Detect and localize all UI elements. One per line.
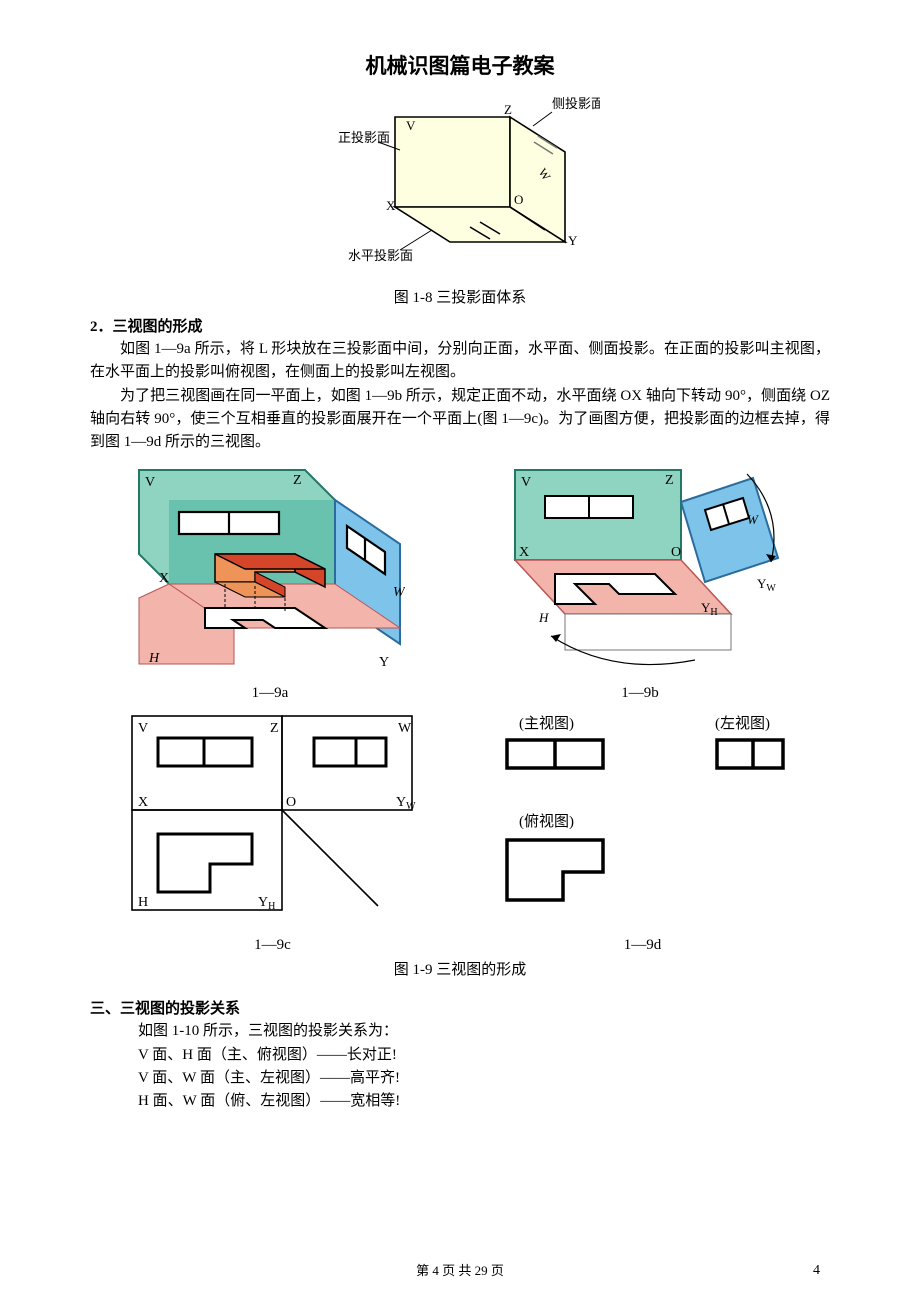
relation-1: V 面、H 面（主、俯视图）——长对正! (138, 1044, 830, 1067)
relation-3: H 面、W 面（俯、左视图）——宽相等! (138, 1090, 830, 1113)
svg-text:Z: Z (293, 473, 302, 488)
label-horizontal-plane: 水平投影面 (348, 248, 413, 263)
label-main-view: (主视图) (519, 715, 574, 732)
svg-text:H: H (138, 895, 148, 910)
svg-text:X: X (386, 198, 396, 213)
svg-text:W: W (747, 512, 759, 527)
figure-1-9b: V Z X O W YW YH H 1—9b (495, 464, 785, 702)
fig-1-9c-caption: 1—9c (118, 937, 428, 954)
svg-text:Z: Z (504, 102, 512, 117)
svg-text:W: W (398, 721, 412, 736)
fig-1-9b-caption: 1—9b (495, 685, 785, 702)
svg-text:H: H (538, 610, 549, 625)
figure-1-9d: (主视图) (左视图) (俯视图) 1—9d (483, 708, 803, 954)
paragraph-2: 为了把三视图画在同一平面上，如图 1—9b 所示，规定正面不动，水平面绕 OX … (90, 385, 830, 455)
page-number: 4 (813, 1263, 820, 1279)
svg-text:Y: Y (379, 655, 389, 670)
document-title: 机械识图篇电子教案 (90, 50, 830, 80)
svg-text:YH: YH (258, 895, 275, 912)
figure-1-9-row-ab: V Z X W Y H 1—9a (90, 464, 830, 702)
label-front-plane: 正投影面 (338, 130, 390, 145)
figure-1-9c: V Z W X O YW H YH 1—9c (118, 708, 428, 954)
svg-text:O: O (286, 795, 296, 810)
page-footer: 第 4 页 共 29 页 (0, 1260, 920, 1279)
svg-text:V: V (406, 118, 416, 133)
section-3-heading: 三、三视图的投影关系 (90, 997, 830, 1018)
figure-1-9-row-cd: V Z W X O YW H YH 1—9c (主视图) (左视图) (俯视图)… (90, 708, 830, 954)
label-top-view: (俯视图) (519, 813, 574, 830)
fig-1-9a-caption: 1—9a (135, 685, 405, 702)
svg-text:YW: YW (396, 795, 416, 812)
svg-text:V: V (145, 475, 155, 490)
fig-1-9d-caption: 1—9d (483, 937, 803, 954)
paragraph-3: 如图 1-10 所示，三视图的投影关系为： (138, 1020, 830, 1043)
svg-text:Y: Y (568, 233, 578, 248)
svg-text:X: X (159, 571, 169, 586)
svg-text:W: W (393, 585, 405, 600)
label-left-view: (左视图) (715, 715, 770, 732)
svg-text:O: O (671, 545, 681, 560)
svg-text:Z: Z (270, 721, 279, 736)
svg-text:V: V (138, 721, 148, 736)
paragraph-1: 如图 1—9a 所示，将 L 形块放在三投影面中间，分别向正面，水平面、侧面投影… (90, 338, 830, 385)
svg-text:X: X (519, 545, 529, 560)
svg-text:V: V (521, 475, 531, 490)
relation-2: V 面、W 面（主、左视图）——高平齐! (138, 1067, 830, 1090)
svg-text:Z: Z (665, 473, 674, 488)
figure-1-9a: V Z X W Y H 1—9a (135, 464, 405, 702)
section-2-heading: 2．三视图的形成 (90, 315, 830, 336)
figure-1-8: 正投影面 侧投影面 水平投影面 V Z O X Y W (90, 92, 830, 282)
figure-1-8-caption: 图 1-8 三投影面体系 (90, 286, 830, 307)
svg-text:YW: YW (757, 576, 776, 594)
svg-text:X: X (138, 795, 148, 810)
svg-text:H: H (148, 651, 160, 666)
figure-1-9-caption: 图 1-9 三视图的形成 (90, 958, 830, 979)
label-side-plane: 侧投影面 (552, 96, 600, 111)
svg-text:O: O (514, 192, 523, 207)
